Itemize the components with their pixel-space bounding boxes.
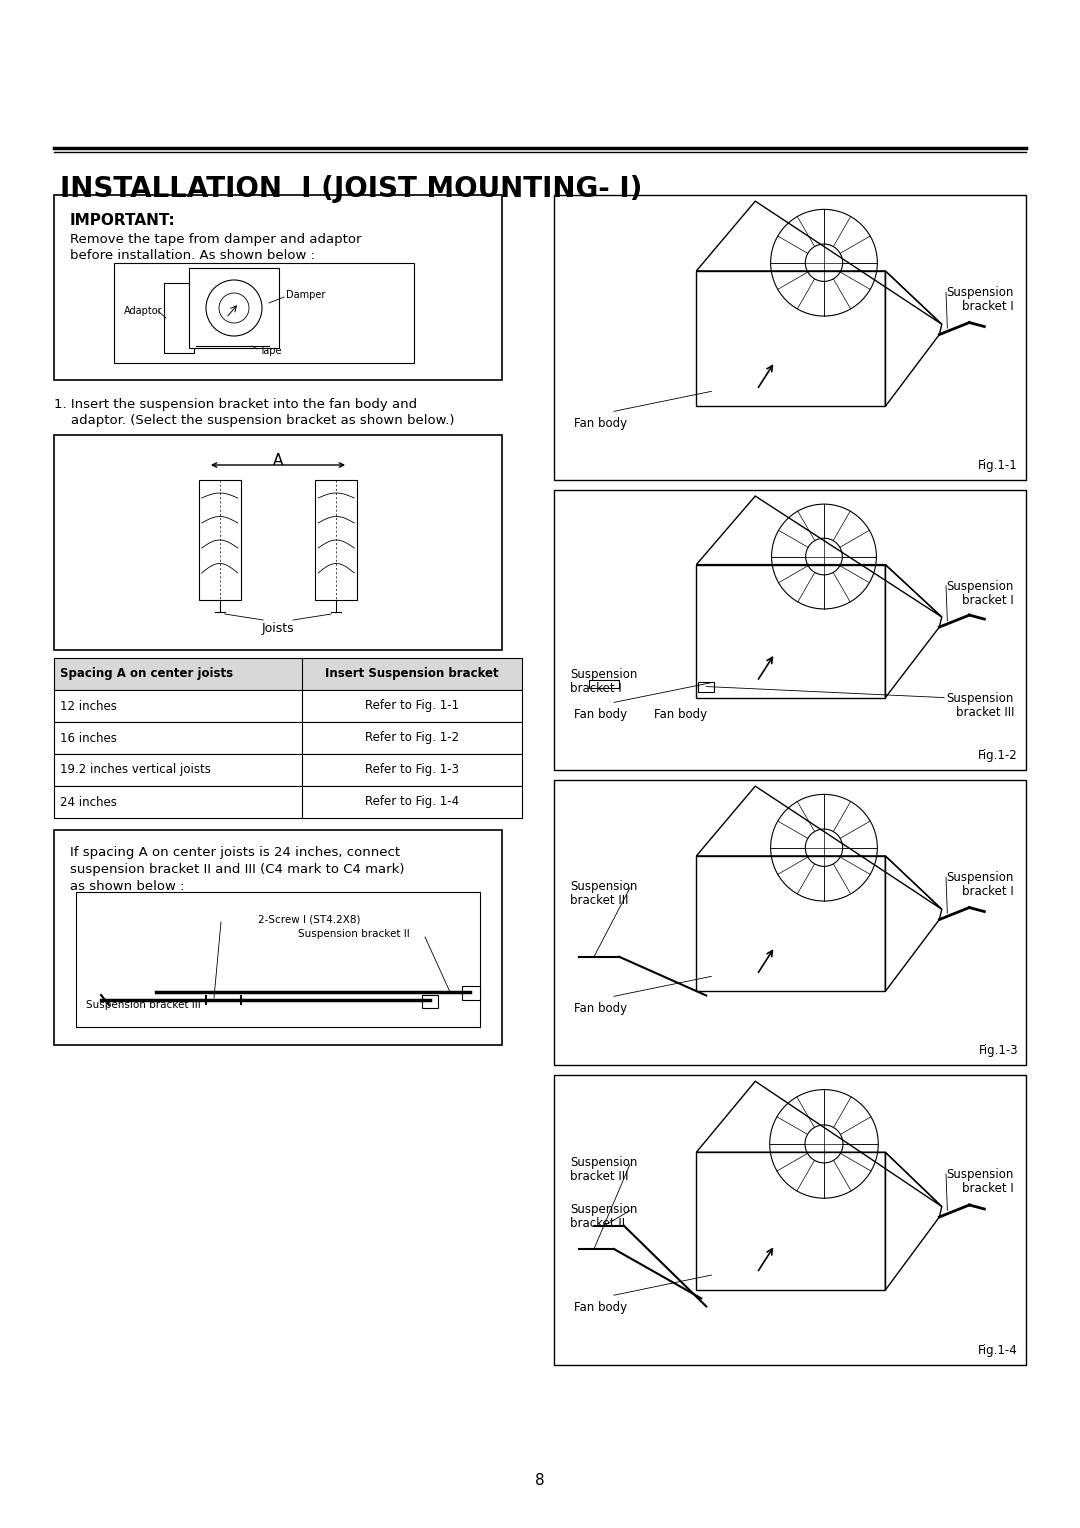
- Text: Fan body: Fan body: [573, 1002, 627, 1015]
- Text: Insert Suspension bracket: Insert Suspension bracket: [325, 668, 499, 680]
- Bar: [54, 723, 522, 753]
- Text: Suspension bracket II: Suspension bracket II: [298, 929, 409, 940]
- Text: Suspension: Suspension: [947, 871, 1014, 885]
- Text: Suspension: Suspension: [570, 668, 637, 681]
- Text: Fan body: Fan body: [573, 1302, 627, 1314]
- Text: Fan body: Fan body: [654, 709, 707, 721]
- Text: as shown below :: as shown below :: [70, 880, 185, 892]
- Text: before installation. As shown below :: before installation. As shown below :: [70, 249, 315, 261]
- Text: Suspension: Suspension: [570, 880, 637, 892]
- Text: IMPORTANT:: IMPORTANT:: [70, 212, 176, 228]
- Bar: [422, 995, 438, 1008]
- Text: Suspension bracket III: Suspension bracket III: [86, 999, 201, 1010]
- Text: A: A: [273, 452, 283, 468]
- Text: Fan body: Fan body: [573, 417, 627, 431]
- Text: Joists: Joists: [261, 622, 295, 636]
- Bar: [462, 986, 480, 999]
- Text: INSTALLATION  I (JOIST MOUNTING- I): INSTALLATION I (JOIST MOUNTING- I): [60, 176, 643, 203]
- Text: If spacing A on center joists is 24 inches, connect: If spacing A on center joists is 24 inch…: [70, 847, 400, 859]
- Text: 16 inches: 16 inches: [60, 732, 117, 744]
- Text: Adaptor: Adaptor: [124, 306, 163, 316]
- Text: 24 inches: 24 inches: [60, 796, 117, 808]
- Bar: [76, 892, 480, 1027]
- Text: 19.2 inches vertical joists: 19.2 inches vertical joists: [60, 764, 211, 776]
- Text: 8: 8: [536, 1473, 544, 1488]
- Text: Fig.1-2: Fig.1-2: [978, 749, 1018, 762]
- Bar: [589, 680, 619, 689]
- Text: Spacing A on center joists: Spacing A on center joists: [60, 668, 233, 680]
- Text: Fig.1-1: Fig.1-1: [978, 458, 1018, 472]
- Bar: [114, 263, 414, 364]
- Text: 12 inches: 12 inches: [60, 700, 117, 712]
- Text: bracket III: bracket III: [956, 706, 1014, 718]
- Bar: [54, 785, 522, 817]
- Text: 2-Screw I (ST4.2X8): 2-Screw I (ST4.2X8): [258, 914, 361, 924]
- Text: Fig.1-3: Fig.1-3: [978, 1044, 1018, 1057]
- Text: bracket I: bracket I: [962, 593, 1014, 607]
- Text: Suspension: Suspension: [570, 1203, 637, 1216]
- Text: Refer to Fig. 1-2: Refer to Fig. 1-2: [365, 732, 459, 744]
- Text: bracket I: bracket I: [962, 1181, 1014, 1195]
- Text: bracket II: bracket II: [570, 1216, 625, 1230]
- Text: bracket I: bracket I: [962, 885, 1014, 898]
- Text: Tape: Tape: [259, 345, 282, 356]
- Text: adaptor. (Select the suspension bracket as shown below.): adaptor. (Select the suspension bracket …: [54, 414, 455, 426]
- Text: Suspension: Suspension: [947, 1167, 1014, 1181]
- Text: bracket III: bracket III: [570, 1170, 629, 1183]
- Text: Refer to Fig. 1-4: Refer to Fig. 1-4: [365, 796, 459, 808]
- Text: Damper: Damper: [286, 290, 325, 299]
- Text: Fan body: Fan body: [573, 709, 627, 721]
- Text: bracket III: bracket III: [570, 894, 629, 906]
- Text: Suspension: Suspension: [947, 286, 1014, 299]
- Bar: [54, 753, 522, 785]
- Text: Remove the tape from damper and adaptor: Remove the tape from damper and adaptor: [70, 232, 362, 246]
- Bar: [554, 490, 1026, 770]
- Bar: [698, 681, 714, 692]
- Text: Suspension: Suspension: [570, 1157, 637, 1169]
- Text: bracket I: bracket I: [570, 683, 622, 695]
- Text: Fig.1-4: Fig.1-4: [978, 1345, 1018, 1357]
- Bar: [54, 830, 502, 1045]
- Text: bracket I: bracket I: [962, 299, 1014, 313]
- Text: Suspension: Suspension: [947, 579, 1014, 593]
- Bar: [554, 1076, 1026, 1365]
- Text: suspension bracket II and III (C4 mark to C4 mark): suspension bracket II and III (C4 mark t…: [70, 863, 405, 876]
- Bar: [164, 283, 194, 353]
- Bar: [54, 196, 502, 380]
- Text: 1. Insert the suspension bracket into the fan body and: 1. Insert the suspension bracket into th…: [54, 397, 417, 411]
- Bar: [54, 659, 522, 691]
- Text: Refer to Fig. 1-1: Refer to Fig. 1-1: [365, 700, 459, 712]
- Bar: [199, 480, 241, 601]
- Bar: [54, 435, 502, 649]
- Bar: [189, 267, 279, 348]
- Bar: [554, 779, 1026, 1065]
- Text: Refer to Fig. 1-3: Refer to Fig. 1-3: [365, 764, 459, 776]
- Bar: [315, 480, 357, 601]
- Bar: [554, 196, 1026, 480]
- Bar: [54, 691, 522, 723]
- Text: Suspension: Suspension: [947, 692, 1014, 704]
